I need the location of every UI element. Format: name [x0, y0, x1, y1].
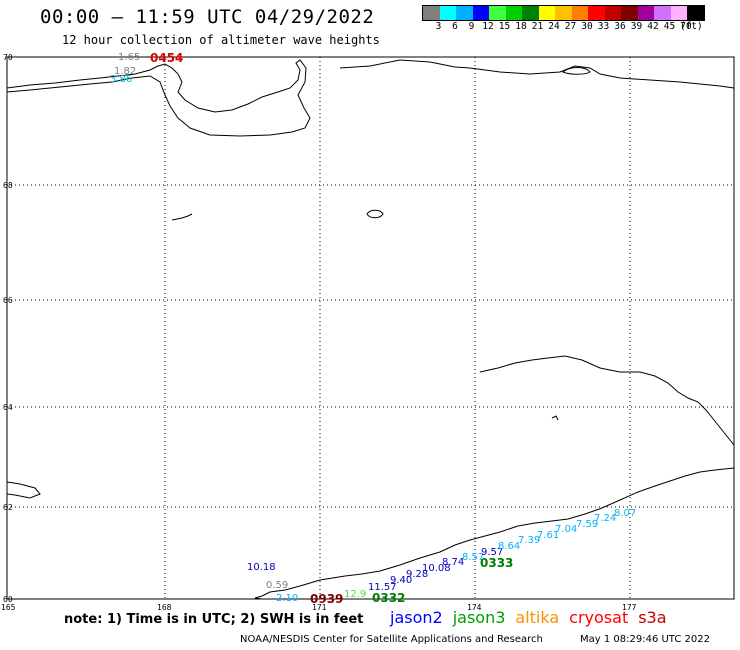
legend-swatch — [538, 6, 555, 20]
small-island-north — [562, 67, 591, 75]
legend-swatch — [439, 6, 456, 20]
lat-label-66: 66 — [3, 296, 13, 305]
legend-label: 6 — [452, 21, 458, 32]
swh-label: 12.9 — [344, 589, 366, 600]
swh-label: 3.86 — [110, 74, 132, 85]
legend-swatch — [522, 6, 539, 20]
legend-label: 30 — [581, 21, 593, 32]
legend-swatch — [489, 6, 506, 20]
map-subtitle: 12 hour collection of altimeter wave hei… — [62, 33, 380, 47]
pass-time-label: 0454 — [150, 51, 183, 65]
lon-label-177: 177 — [622, 603, 637, 612]
swh-label: 10.08 — [422, 563, 451, 574]
satellite-legend: jason2 jason3 altika cryosat s3a — [390, 608, 677, 627]
swh-label: 7.61 — [537, 530, 559, 541]
wave-height-color-legend — [422, 5, 705, 21]
pass-time-label: 0332 — [372, 591, 405, 605]
legend-label: 15 — [498, 21, 511, 32]
lon-label-174: 174 — [467, 603, 482, 612]
lon-label-165: 165 — [1, 603, 16, 612]
legend-label: 9 — [468, 21, 475, 32]
lat-label-68: 68 — [3, 181, 13, 190]
koryak-coast — [261, 467, 735, 597]
legend-swatch — [472, 6, 489, 20]
pass-time-label: 0939 — [310, 592, 343, 606]
satellite-jason3: jason3 — [452, 608, 506, 627]
pass-time-label: 0333 — [480, 556, 513, 570]
swh-label: 10.18 — [247, 562, 276, 573]
footer-credit: NOAA/NESDIS Center for Satellite Applica… — [240, 634, 543, 645]
swh-label: 7.24 — [594, 513, 616, 524]
swh-label: 7.59 — [576, 519, 598, 530]
legend-swatch — [687, 6, 704, 20]
satellite-cryosat: cryosat — [569, 608, 629, 627]
swh-label: 0.59 — [266, 580, 288, 591]
legend-swatch — [654, 6, 671, 20]
legend-label: 70 — [680, 21, 692, 32]
lon-label-168: 168 — [157, 603, 172, 612]
satellite-s3a: s3a — [638, 608, 667, 627]
legend-label: 39 — [630, 21, 643, 32]
swh-label: 9.40 — [390, 575, 412, 586]
satellite-altika: altika — [515, 608, 560, 627]
west-coast — [6, 481, 41, 499]
legend-label: 21 — [531, 21, 544, 32]
swh-label: 11.57 — [368, 582, 397, 593]
legend-swatch — [505, 6, 522, 20]
lat-label-64: 64 — [3, 403, 13, 412]
lat-label-62: 62 — [3, 503, 13, 512]
islet — [551, 415, 559, 421]
swh-label: 2.10 — [276, 593, 298, 604]
swh-label: 1.82 — [114, 66, 136, 77]
legend-label: 33 — [597, 21, 610, 32]
satellite-jason2: jason2 — [390, 608, 443, 627]
legend-swatch — [571, 6, 588, 20]
legend-label: 36 — [614, 21, 626, 32]
koryak-tip — [254, 595, 263, 600]
wrangel-coast — [339, 59, 735, 89]
swh-label: 9.28 — [406, 569, 428, 580]
map-title: 00:00 – 11:59 UTC 04/29/2022 — [40, 6, 375, 28]
swh-label: 8.64 — [498, 541, 520, 552]
coastline — [6, 59, 735, 600]
legend-label: (ft) — [679, 21, 703, 32]
swh-observations: 1.65 1.82 3.86 10.18 0.59 2.10 12.9 11.5… — [110, 52, 636, 604]
legend-swatch — [423, 6, 440, 20]
legend-swatch — [637, 6, 654, 20]
island-1 — [366, 209, 384, 219]
legend-swatch — [555, 6, 572, 20]
legend-label: 27 — [564, 21, 577, 32]
swh-label: 9.57 — [481, 547, 503, 558]
legend-label: 3 — [435, 21, 442, 32]
legend-label: 12 — [482, 21, 494, 32]
swh-label: 1.65 — [118, 52, 140, 63]
legend-swatch — [604, 6, 621, 20]
island-2 — [171, 213, 193, 221]
swh-label: 7.04 — [555, 524, 577, 535]
pass-times: 0454 0333 0939 0332 — [150, 51, 513, 606]
map-frame — [6, 56, 735, 600]
footer-timestamp: May 1 08:29:46 UTC 2022 — [580, 634, 710, 645]
legend-label: 45 — [663, 21, 676, 32]
chukotka-east-coast — [479, 355, 735, 446]
legend-swatch — [588, 6, 605, 20]
legend-label: 18 — [515, 21, 527, 32]
swh-label: 8.74 — [442, 557, 464, 568]
legend-swatch — [456, 6, 473, 20]
legend-label: 24 — [548, 21, 560, 32]
swh-label: 8.07 — [614, 508, 636, 519]
lon-label-171: 171 — [312, 603, 327, 612]
legend-label: 42 — [647, 21, 659, 32]
map-note: note: 1) Time is in UTC; 2) SWH is in fe… — [64, 612, 364, 627]
legend-swatch — [621, 6, 638, 20]
chukotka-coast — [6, 59, 311, 137]
lat-label-70: 70 — [3, 53, 13, 62]
swh-label: 7.39 — [518, 535, 540, 546]
swh-label: 8.57 — [462, 552, 484, 563]
lat-label-60: 60 — [3, 595, 13, 604]
legend-swatch — [670, 6, 687, 20]
